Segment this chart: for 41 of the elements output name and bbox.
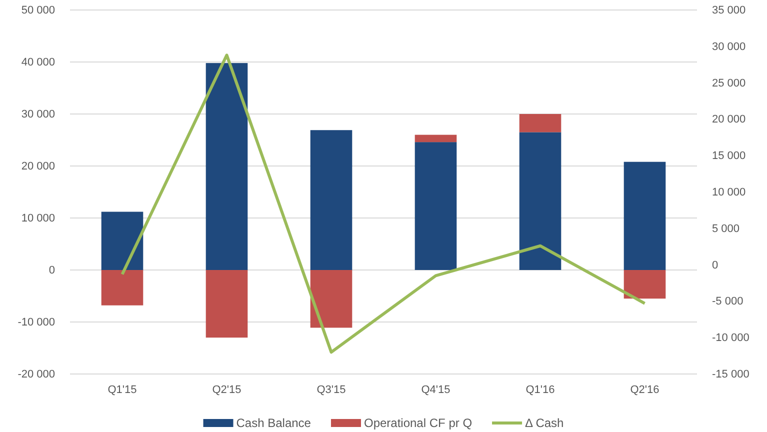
bar [414, 142, 457, 270]
y-tick-label: 30 000 [21, 108, 55, 121]
bar [414, 134, 457, 142]
x-tick-label: Q2'15 [212, 384, 242, 396]
bar [519, 114, 562, 132]
bar [310, 130, 352, 270]
y2-tick-label: 35 000 [712, 4, 746, 17]
legend-label: Operational CF pr Q [364, 416, 472, 430]
y2-tick-label: 5 000 [712, 222, 740, 235]
x-tick-label: Q3'15 [316, 384, 346, 396]
legend-label: Δ Cash [525, 416, 564, 430]
y-tick-label: 20 000 [21, 160, 55, 173]
y2-tick-label: 10 000 [712, 186, 746, 199]
bar [624, 162, 666, 270]
y2-tick-label: 25 000 [712, 77, 746, 90]
bar [101, 270, 144, 306]
y-tick-label: -10 000 [18, 316, 55, 329]
y-tick-label: -20 000 [18, 368, 55, 381]
y-tick-label: 10 000 [21, 212, 55, 225]
x-tick-label: Q1'15 [108, 384, 137, 396]
bar [519, 132, 562, 270]
x-tick-label: Q2'16 [630, 384, 660, 396]
y2-tick-label: 30 000 [712, 40, 746, 53]
bar [310, 270, 352, 328]
legend-label: Cash Balance [236, 416, 312, 430]
y2-tick-label: -10 000 [712, 332, 750, 344]
y-tick-label: 50 000 [21, 4, 55, 17]
y2-tick-label: -15 000 [712, 368, 750, 381]
y2-tick-label: -5 000 [712, 296, 744, 308]
bar [206, 270, 248, 338]
y2-tick-label: 20 000 [712, 114, 746, 126]
y-tick-label: 40 000 [21, 56, 55, 69]
x-tick-label: Q4'15 [421, 384, 450, 396]
y-tick-label: 0 [48, 264, 55, 277]
bar [101, 212, 144, 270]
y2-tick-label: 0 [712, 259, 718, 272]
x-tick-label: Q1'16 [526, 384, 555, 396]
y2-tick-label: 15 000 [712, 150, 746, 162]
bar [624, 270, 666, 299]
bar [206, 63, 248, 270]
line-series [120, 54, 646, 354]
